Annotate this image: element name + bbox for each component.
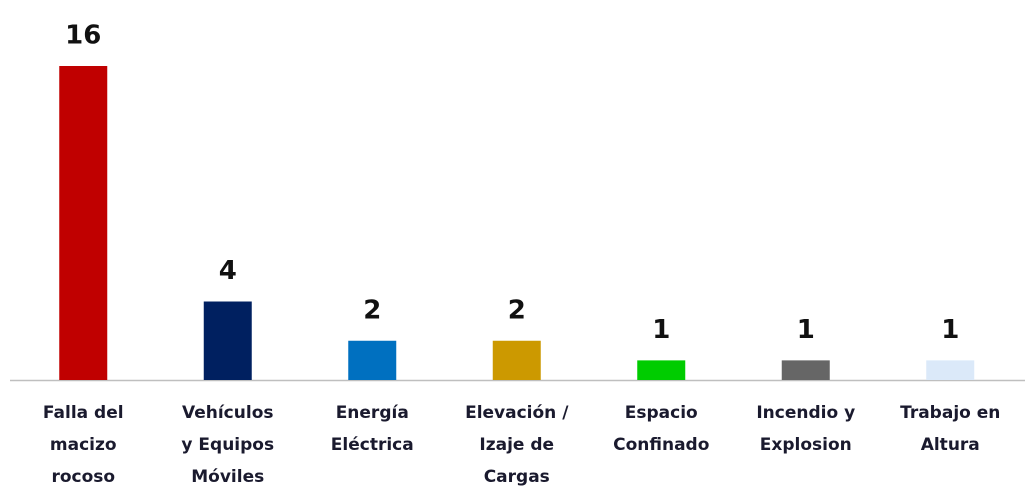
x-tick-label: Espacio	[625, 403, 698, 423]
bar	[637, 360, 686, 380]
bar	[348, 340, 397, 380]
x-tick-label: Confinado	[613, 435, 709, 455]
value-label: 4	[219, 256, 237, 286]
bar	[492, 340, 541, 380]
x-tick-label: Cargas	[484, 467, 550, 487]
x-tick-label: y Equipos	[181, 435, 274, 455]
x-tick-label: macizo	[50, 435, 117, 455]
x-tick-label: Elevación /	[465, 403, 569, 423]
value-label: 16	[65, 21, 101, 51]
x-tick-label: Trabajo en	[900, 403, 1000, 423]
value-label: 1	[797, 315, 815, 345]
value-label: 1	[652, 315, 670, 345]
x-tick-label: Altura	[921, 435, 980, 455]
x-tick-label: Móviles	[191, 467, 264, 487]
value-label: 2	[508, 295, 526, 325]
x-tick-label: Izaje de	[479, 435, 554, 455]
x-tick-label: Explosion	[760, 435, 852, 455]
bar	[203, 301, 252, 380]
bar	[59, 66, 108, 380]
x-tick-label: Incendio y	[756, 403, 855, 423]
x-tick-label: Vehículos	[182, 403, 274, 423]
x-tick-label: Energía	[336, 403, 409, 423]
x-tick-label: rocoso	[51, 467, 115, 487]
x-tick-label: Eléctrica	[331, 435, 414, 455]
value-label: 1	[941, 315, 959, 345]
bar	[781, 360, 830, 380]
x-tick-label: Falla del	[43, 403, 124, 423]
value-label: 2	[363, 295, 381, 325]
bar	[926, 360, 975, 380]
